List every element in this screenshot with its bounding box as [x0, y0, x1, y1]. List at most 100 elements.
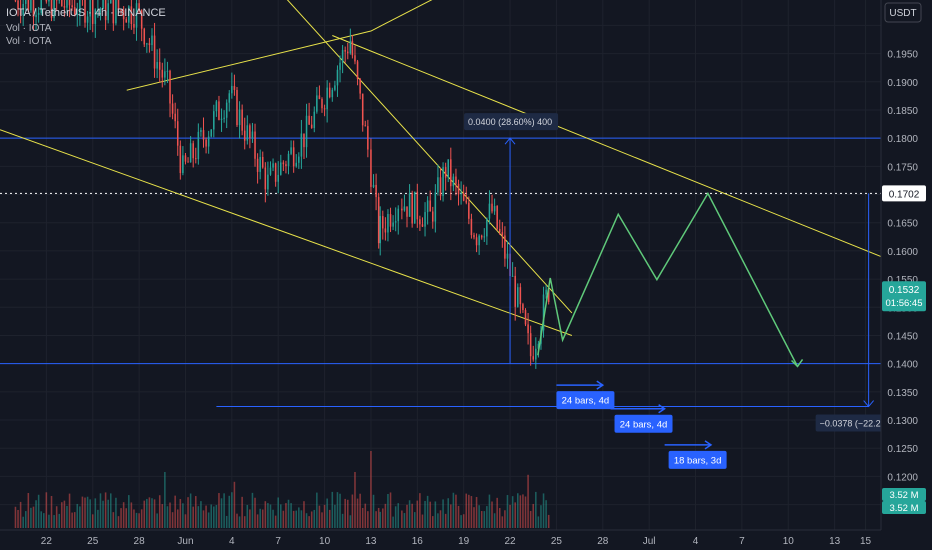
candle-body: [32, 0, 35, 18]
volume-bar: [243, 516, 246, 528]
candle-body: [387, 214, 389, 233]
volume-bars: [14, 451, 550, 528]
time-axis[interactable]: 22 25 28 Jun 4 7 10 13 16 19 22 25 28 Jul 4 7 10 13 15: [41, 536, 872, 547]
volume-bar: [228, 495, 231, 528]
volume-bar: [176, 509, 179, 528]
volume-bar: [14, 506, 17, 528]
volume-bar: [138, 513, 140, 528]
candle-body: [277, 174, 279, 182]
volume-bar: [387, 493, 389, 528]
time-axis-panel[interactable]: [0, 530, 932, 550]
projection-arrowhead[interactable]: [791, 359, 804, 368]
volume-bar: [197, 506, 200, 528]
currency-button[interactable]: [884, 2, 922, 23]
volume-bar: [30, 507, 32, 528]
volume-bar: [269, 504, 272, 528]
volume-bar: [354, 472, 356, 528]
measure-arrowhead[interactable]: [504, 137, 516, 145]
candle-body: [535, 348, 537, 360]
candle-body: [272, 163, 274, 168]
candle-body: [17, 0, 19, 10]
candle-body: [444, 167, 447, 178]
volume-tag-1-label: 3.52 M: [889, 490, 918, 501]
volume-bar: [509, 504, 511, 528]
time-tick-label: 22: [41, 536, 53, 547]
time-tick-label: 10: [783, 536, 795, 547]
symbol-title[interactable]: IOTA / TetherUS · 4h · BINANCE: [6, 7, 166, 19]
volume-bar: [532, 503, 535, 528]
volume-bar: [109, 493, 112, 528]
volume-bar: [511, 496, 514, 528]
volume-bar: [125, 508, 127, 528]
volume-bar: [465, 493, 468, 528]
volume-bar: [524, 496, 527, 528]
candle-body: [514, 275, 516, 307]
volume-bar: [179, 499, 182, 528]
candle-body: [176, 121, 179, 146]
measure-label-box[interactable]: [815, 414, 886, 432]
date-range-tools[interactable]: 24 bars, 4d 24 bars, 4d 18 bars, 3d: [556, 380, 727, 469]
projection-polyline[interactable]: [537, 191, 799, 367]
candle-body: [356, 61, 359, 79]
candle-body: [249, 125, 251, 139]
measure-tools[interactable]: 0.0400 (28.60%) 400 −0.0378 (−22.2: [464, 113, 886, 432]
date-range-arrowhead[interactable]: [658, 404, 666, 414]
candle-body: [228, 93, 231, 103]
candle-body: [316, 95, 318, 112]
volume-bar: [68, 493, 71, 528]
date-range-arrowhead[interactable]: [596, 380, 605, 390]
volume-bar: [256, 514, 259, 528]
volume-bar: [225, 515, 228, 528]
date-range-label-box[interactable]: [668, 450, 727, 469]
volume-bar: [151, 498, 153, 528]
price-axis-panel[interactable]: [881, 0, 932, 530]
measure-label-box[interactable]: [464, 113, 559, 131]
volume-bar: [334, 504, 336, 528]
volume-bar: [421, 514, 424, 528]
candle-body: [408, 193, 411, 217]
last-price-label: 0.1532: [889, 285, 920, 296]
candle-body: [73, 7, 76, 15]
price-tick-label: 0.1750: [887, 162, 918, 173]
candle-body: [223, 117, 225, 119]
volume-bar: [480, 511, 483, 528]
date-range-arrowhead[interactable]: [704, 440, 713, 450]
measure-arrowhead[interactable]: [863, 400, 875, 408]
volume-legend-1[interactable]: Vol · IOTA: [6, 23, 52, 34]
price-tick-label: 0.1400: [887, 360, 918, 371]
price-tick-label: 0.1850: [887, 106, 918, 117]
volume-bar: [328, 509, 331, 528]
volume-bar: [470, 496, 473, 528]
candle-body: [522, 304, 524, 311]
volume-bar: [473, 507, 475, 528]
candle-body: [394, 221, 397, 223]
volume-bar: [392, 516, 394, 528]
volume-bar: [382, 508, 384, 528]
volume-bar: [272, 509, 274, 528]
volume-bar: [460, 515, 462, 528]
date-range-label-box[interactable]: [614, 414, 673, 433]
time-tick-label: 7: [275, 536, 281, 547]
trend-lines[interactable]: [0, 0, 882, 336]
candle-body: [339, 62, 341, 70]
candle-body: [305, 115, 308, 148]
date-range-label: 24 bars, 4d: [620, 419, 668, 430]
measure-label: 0.0400 (28.60%) 400: [468, 117, 552, 127]
price-tick-label: 0.1250: [887, 444, 918, 455]
candle-body: [346, 51, 349, 54]
volume-bar: [384, 503, 387, 528]
volume-legend-2[interactable]: Vol · IOTA: [6, 36, 52, 47]
volume-bar: [238, 516, 241, 528]
volume-bar: [143, 500, 146, 528]
candle-body: [225, 102, 228, 118]
projection-path[interactable]: [537, 191, 804, 368]
trend-line[interactable]: [332, 35, 882, 258]
volume-bar: [434, 501, 437, 528]
candle-body: [501, 232, 504, 236]
trend-line[interactable]: [0, 129, 573, 336]
trend-line[interactable]: [206, 0, 573, 314]
volume-bar: [218, 493, 220, 528]
date-range-label-box[interactable]: [556, 391, 615, 410]
candle-body: [537, 343, 540, 349]
